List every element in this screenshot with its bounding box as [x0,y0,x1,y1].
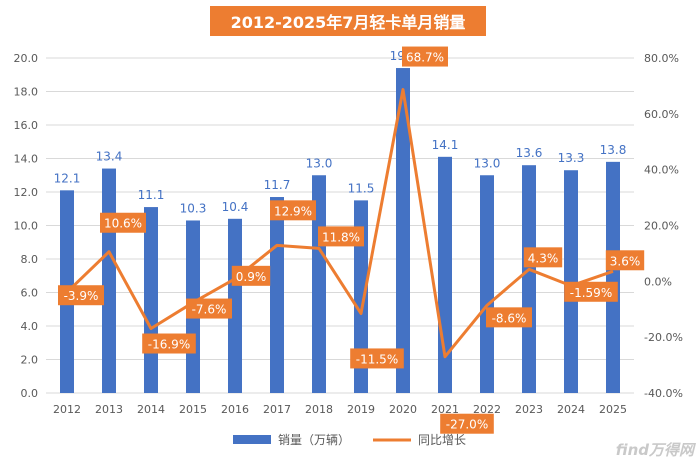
legend-line-label: 同比增长 [418,433,466,447]
line-label-box [486,307,532,328]
x-tick-label: 2022 [473,403,501,416]
x-tick-label: 2020 [389,403,417,416]
bar [564,170,578,393]
line-value-label: 3.6% [610,254,641,268]
line-value-label: -3.9% [64,289,99,303]
bar-value-label: 10.3 [180,201,207,215]
y-left-tick-label: 18.0 [14,86,39,99]
y-left-tick-label: 20.0 [14,52,39,65]
legend-bar-swatch [233,435,271,444]
line-value-label: 4.3% [528,251,559,265]
growth-line [65,88,614,359]
bar-value-label: 11.1 [138,188,165,202]
bar [102,168,116,393]
x-tick-label: 2013 [95,403,123,416]
line-label-box [523,247,563,268]
x-tick-label: 2014 [137,403,165,416]
line-label-box [142,333,196,354]
bar-value-label: 11.7 [264,178,291,192]
y-left-tick-label: 4.0 [21,320,39,333]
y-right-tick-label: 60.0% [644,108,679,121]
line-value-label: 11.8% [322,230,360,244]
x-tick-label: 2024 [557,403,585,416]
x-tick-label: 2019 [347,403,375,416]
bar [606,161,620,393]
line-value-label: -27.0% [446,418,488,432]
line-value-label: -8.6% [492,311,527,325]
line-value-label: 0.9% [236,270,267,284]
line-value-label: 68.7% [406,51,444,65]
bar [480,175,494,393]
bar-value-label: 10.4 [222,200,249,214]
line-value-label: 10.6% [104,217,142,231]
line-label-box [270,200,316,221]
x-tick-label: 2023 [515,403,543,416]
line-label-box [605,250,645,271]
x-tick-label: 2021 [431,403,459,416]
line-value-label: -11.5% [356,352,398,366]
x-tick-label: 2016 [221,403,249,416]
bar [396,68,410,394]
y-left-tick-label: 6.0 [21,287,39,300]
bar-value-label: 12.1 [54,171,81,185]
bar [522,165,536,393]
bar [228,218,242,393]
line-label-box [564,281,618,302]
x-tick-label: 2015 [179,403,207,416]
line-label-box [100,212,146,233]
watermark-logo: find万得网 [615,441,694,459]
line-value-label: 12.9% [274,204,312,218]
y-left-tick-label: 16.0 [14,119,39,132]
bar [270,197,284,393]
y-right-tick-label: 80.0% [644,52,679,65]
y-left-tick-label: 12.0 [14,186,39,199]
bar-value-label: 13.8 [600,143,627,157]
line-label-box [350,348,404,369]
bar-value-label: 13.0 [306,156,333,170]
bar [144,207,158,393]
y-right-tick-label: 0.0% [644,275,672,288]
line-label-box [186,298,232,319]
line-label-box [318,226,364,247]
y-left-tick-label: 10.0 [14,220,39,233]
bar-value-label: 11.5 [348,181,375,195]
bar-value-label: 13.4 [96,150,123,164]
y-left-tick-label: 8.0 [21,253,39,266]
x-tick-label: 2018 [305,403,333,416]
line-label-box [440,413,494,434]
line-label-box [402,46,448,67]
y-left-tick-label: 14.0 [14,153,39,166]
y-left-tick-label: 2.0 [21,354,39,367]
legend-bar-label: 销量（万辆） [278,433,350,447]
bar-value-label: 14.1 [432,138,459,152]
bar-value-label: 13.0 [474,156,501,170]
y-left-tick-label: 0.0 [21,387,39,400]
y-right-tick-label: -20.0% [644,331,683,344]
y-right-tick-label: 40.0% [644,164,679,177]
line-value-label: -7.6% [192,303,227,317]
line-label-box [231,265,271,286]
x-tick-label: 2012 [53,403,81,416]
x-tick-label: 2025 [599,403,627,416]
y-right-tick-label: -40.0% [644,387,683,400]
line-value-label: -16.9% [148,338,190,352]
line-value-label: -1.59% [570,286,612,300]
bar-value-label: 13.6 [516,146,543,160]
y-right-tick-label: 20.0% [644,220,679,233]
line-label-box [58,285,104,306]
chart-title: 2012-2025年7月轻卡单月销量 [210,6,486,36]
x-tick-label: 2017 [263,403,291,416]
bar [354,200,368,393]
bar-value-label: 13.3 [558,151,585,165]
